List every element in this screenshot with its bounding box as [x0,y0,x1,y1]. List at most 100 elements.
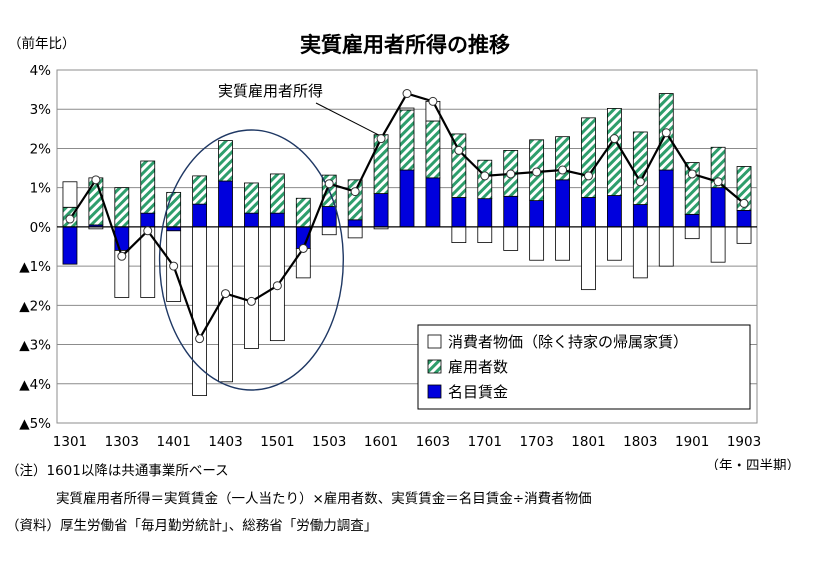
bar-segment [114,187,130,228]
line-point [117,251,127,261]
bar-segment [88,177,104,226]
highlight-ellipse [158,129,344,391]
bar-segment [581,117,596,198]
line-point [558,165,568,175]
chart: 実質雇用者所得の推移 （前年比） （年・四半期） 4% 3% 2% 1% 0% ▲1% ▲2… [8,33,801,470]
gridlines [56,69,758,424]
bar-segment [632,204,648,228]
bar-segment [581,226,596,291]
bar-segment [425,177,441,228]
bar-segment [607,195,622,228]
bar-segment [529,226,545,261]
line-point [272,281,282,291]
bar-segment [140,160,156,214]
bar-segment [503,226,519,251]
x-tick-label: 1303 [105,434,139,450]
bar-segment [62,226,78,265]
bar-segment [399,169,415,228]
x-axis-label: （年・四半期） [706,458,801,470]
line-point [169,261,179,271]
plot-border [56,69,758,424]
bar-segment [710,187,726,228]
bar-segment [555,226,570,261]
line-point [143,226,153,236]
bar-segment [399,107,415,111]
x-tick-label: 1503 [312,434,346,450]
bar-segment [244,182,259,214]
bar-segment [425,120,441,179]
bar-segment [321,226,337,236]
line-point [532,167,542,177]
bar-segment [736,210,752,228]
note-line-1: （注）1601以降は共通事業所ベース [6,463,229,479]
bar-segment [581,197,596,228]
bar-segment [269,173,285,214]
bar-segment [218,226,233,383]
y-tick-label: ▲1% [19,259,51,275]
line-point [324,179,334,189]
bar-segment [710,226,726,263]
y-tick-label: 1% [30,181,52,197]
bar-segment [451,226,467,243]
bar-segment [684,213,700,228]
bar-segment [166,191,182,228]
x-tick-label: 1401 [156,434,190,450]
bar-segment [477,226,493,243]
bar-segment [140,212,156,228]
line-point [661,128,671,138]
bar-segment [218,180,233,228]
y-tick-label: 4% [30,63,52,79]
line-point [428,96,438,106]
line-point [91,175,101,185]
line-point [687,169,697,179]
annotation-arrow [315,102,379,136]
x-tick-label: 1701 [468,434,502,450]
bar-segment [373,193,389,228]
bar-segment [192,175,207,205]
line-point [635,177,645,187]
chart-title: 実質雇用者所得の推移 [300,33,510,57]
line-point [376,134,386,144]
bar-segment [192,226,207,396]
bar-segment [607,108,622,196]
line-point [402,89,412,99]
x-tick-label: 1603 [416,434,450,450]
line-point [583,171,593,181]
x-tick-label: 1903 [727,434,761,450]
bar-segment [321,206,337,228]
bar-segment [347,226,363,239]
note-line-3: （資料）厚生労働省「毎月勤労統計」、総務省「労働力調査」 [6,518,378,534]
legend-label: 消費者物価（除く持家の帰属家賃） [448,333,688,351]
x-tick-label: 1901 [675,434,709,450]
x-tick-label: 1803 [623,434,657,450]
bar-segment [244,226,259,349]
bar-segment [607,226,622,261]
bar-segment [269,212,285,228]
line-annotation: 実質雇用者所得 [218,82,323,100]
y-tick-label: ▲2% [19,298,51,314]
bar-segment [477,198,493,228]
bar-segment [710,146,726,189]
bar-segment [658,226,674,267]
legend-box [417,324,751,410]
line-point [454,145,464,155]
x-tick-label: 1801 [571,434,605,450]
bar-segment [244,212,259,228]
line-point [246,296,256,306]
line-point [298,243,308,253]
y-axis-label: （前年比） [8,35,76,52]
line-point [195,334,205,344]
line-point [713,177,723,187]
line-point [480,171,490,181]
bar-segment [347,219,363,228]
y-tick-label: 3% [30,102,52,118]
x-tick-label: 1703 [519,434,553,450]
y-tick-labels: 4% 3% 2% 1% 0% ▲1% ▲2% ▲3% ▲4% ▲5% [19,63,51,432]
legend-swatch [427,384,442,399]
bar-segment [373,134,389,194]
line-point [350,187,360,197]
y-tick-label: 2% [30,141,52,157]
bar-segment [218,140,233,182]
x-tick-label: 1501 [260,434,294,450]
